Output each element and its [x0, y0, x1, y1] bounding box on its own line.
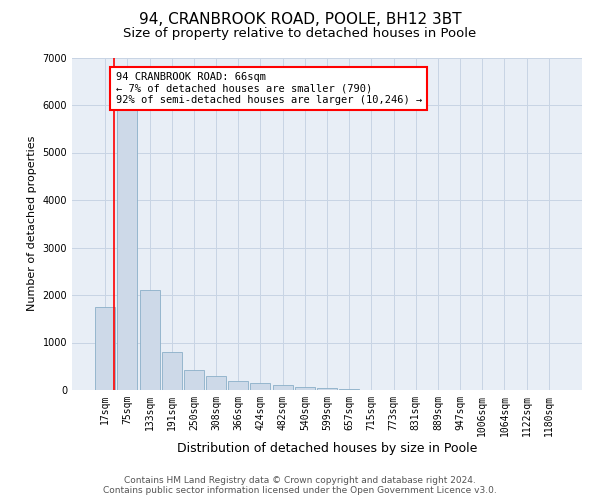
Text: 94, CRANBROOK ROAD, POOLE, BH12 3BT: 94, CRANBROOK ROAD, POOLE, BH12 3BT: [139, 12, 461, 28]
Bar: [272, 385, 293, 390]
Text: Contains HM Land Registry data © Crown copyright and database right 2024.
Contai: Contains HM Land Registry data © Crown c…: [103, 476, 497, 495]
Y-axis label: Number of detached properties: Number of detached properties: [27, 136, 37, 312]
Text: 94 CRANBROOK ROAD: 66sqm
← 7% of detached houses are smaller (790)
92% of semi-d: 94 CRANBROOK ROAD: 66sqm ← 7% of detache…: [116, 72, 422, 105]
Text: Size of property relative to detached houses in Poole: Size of property relative to detached ho…: [124, 28, 476, 40]
Bar: [339, 389, 359, 390]
Bar: [184, 370, 204, 390]
Bar: [95, 307, 115, 390]
Bar: [317, 388, 337, 390]
X-axis label: Distribution of detached houses by size in Poole: Distribution of detached houses by size …: [177, 442, 477, 454]
Bar: [295, 387, 315, 390]
Bar: [250, 383, 271, 390]
Bar: [206, 376, 226, 390]
Bar: [162, 352, 182, 390]
Bar: [118, 110, 137, 390]
Bar: [140, 290, 160, 390]
Bar: [228, 380, 248, 390]
